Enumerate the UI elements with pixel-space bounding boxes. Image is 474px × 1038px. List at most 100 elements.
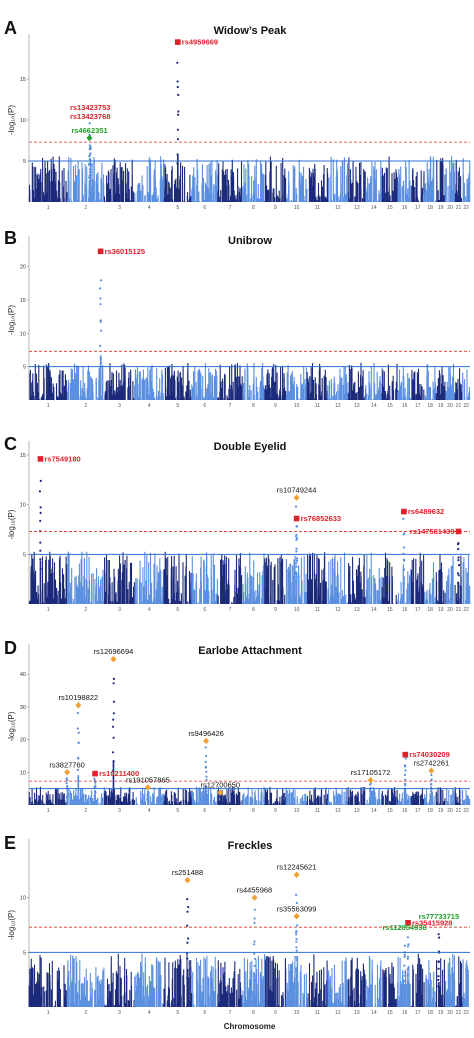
chromosome-tick-label: 2 [84, 205, 87, 211]
peak-point [403, 773, 407, 777]
peak-point [146, 792, 149, 796]
chromosome-tick-label: 9 [274, 808, 277, 814]
snp-label: rs112854936 [382, 923, 426, 932]
peak-point [204, 765, 207, 768]
peak-point [176, 128, 179, 131]
peak-point [294, 505, 298, 508]
peak-point [186, 957, 189, 960]
peak-point [99, 344, 102, 347]
chromosome-points [381, 552, 397, 604]
peak-point [100, 329, 103, 332]
chromosome-points [66, 954, 105, 1007]
peak-point [295, 559, 299, 563]
peak-point [88, 155, 91, 158]
peak-point [88, 176, 91, 179]
snp-marker [293, 494, 300, 501]
peak-point [254, 957, 257, 961]
chromosome-points [66, 787, 105, 805]
peak-point [39, 558, 42, 561]
peak-point [147, 791, 150, 794]
chromosome-points [217, 786, 243, 805]
y-tick-label: 5 [23, 159, 26, 165]
chromosome-tick-label: 6 [203, 205, 206, 211]
chromosome-tick-label: 22 [463, 403, 469, 409]
peak-point [295, 901, 298, 905]
peak-point [88, 148, 91, 151]
snp-label: rs6489632 [408, 507, 444, 516]
peak-point [187, 906, 190, 909]
peak-point [295, 937, 298, 941]
peak-point [88, 158, 91, 161]
peak-point [66, 789, 69, 792]
chromosome-points [28, 156, 68, 202]
snp-label: rs12700650 [200, 781, 240, 790]
peak-point [76, 711, 79, 715]
chromosome-points [365, 955, 382, 1007]
y-tick-label: 10 [20, 770, 26, 776]
peak-point [39, 519, 42, 523]
peak-point [93, 777, 96, 780]
peak-point [406, 968, 409, 971]
chromosome-points [308, 163, 329, 202]
peak-point [177, 93, 180, 96]
chromosome-tick-label: 7 [229, 808, 232, 814]
chromosome-points [66, 551, 105, 604]
chromosome-points [424, 960, 437, 1007]
chromosome-tick-label: 12 [335, 403, 341, 409]
peak-point [429, 783, 432, 786]
chromosome-tick-label: 7 [229, 1010, 232, 1016]
peak-point [65, 777, 68, 780]
chromosome-points [411, 368, 425, 400]
chromosome-points [264, 554, 286, 604]
chromosome-points [445, 363, 456, 400]
panel-title: Freckles [228, 840, 273, 852]
chromosome-tick-label: 16 [402, 205, 408, 211]
peak-point [253, 921, 256, 925]
snp-marker [37, 456, 44, 462]
peak-point [77, 741, 80, 745]
snp-label: rs10211400 [99, 769, 139, 778]
chromosome-tick-label: 12 [335, 607, 341, 613]
peak-point [295, 933, 298, 936]
y-tick-label: 5 [23, 365, 26, 371]
peak-point [204, 760, 207, 764]
peak-point [88, 168, 91, 171]
chromosome-points [103, 158, 135, 202]
chromosome-points [462, 555, 471, 604]
peak-point [437, 975, 440, 978]
snp-marker [75, 702, 82, 709]
chromosome-tick-label: 18 [427, 403, 433, 409]
peak-point [253, 908, 256, 911]
chromosome-points [242, 552, 265, 604]
peak-point [406, 974, 409, 977]
chromosome-tick-label: 1 [47, 607, 50, 613]
peak-point [403, 955, 406, 959]
chromosome-points [327, 552, 349, 604]
peak-point [403, 964, 406, 967]
peak-point [77, 731, 80, 734]
snp-label: rs9496426 [188, 729, 223, 738]
chromosome-points [454, 368, 463, 400]
peak-point [112, 718, 115, 721]
peak-point [295, 557, 298, 560]
peak-point [112, 677, 115, 681]
chromosome-tick-label: 16 [402, 1010, 408, 1016]
chromosome-tick-label: 4 [148, 205, 151, 211]
peak-point [295, 550, 298, 553]
chromosome-points [445, 953, 456, 1007]
snp-marker [293, 515, 300, 522]
chromosome-tick-label: 3 [118, 1010, 121, 1016]
chromosome-tick-label: 21 [456, 1010, 462, 1016]
chromosome-points [191, 363, 219, 400]
peak-point [295, 958, 299, 962]
chromosome-points [306, 363, 329, 400]
chromosome-tick-label: 7 [229, 607, 232, 613]
peak-point [186, 924, 189, 927]
peak-point [295, 949, 298, 952]
chromosome-tick-label: 15 [387, 808, 393, 814]
chromosome-tick-label: 5 [176, 1010, 179, 1016]
chromosome-points [411, 953, 425, 1007]
y-tick-label: 10 [20, 896, 26, 902]
chromosome-tick-label: 22 [463, 205, 469, 211]
chromosome-tick-label: 8 [252, 403, 255, 409]
